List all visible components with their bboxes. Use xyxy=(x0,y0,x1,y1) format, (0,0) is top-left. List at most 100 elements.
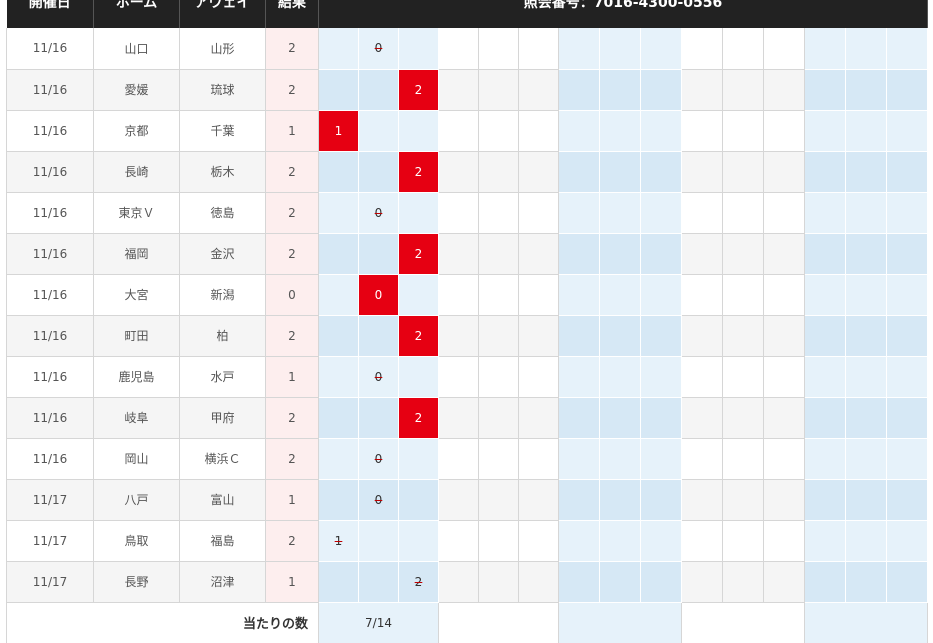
prediction-cell xyxy=(599,151,641,193)
prediction-cell xyxy=(318,274,359,316)
prediction-mark: 2 xyxy=(398,397,439,439)
prediction-cell xyxy=(599,110,641,152)
prediction-cell xyxy=(640,233,682,275)
away-team-cell: 徳島 xyxy=(179,192,266,234)
prediction-cell xyxy=(438,110,479,152)
prediction-cell xyxy=(640,315,682,357)
result-cell: 2 xyxy=(265,397,319,439)
prediction-cell xyxy=(558,479,600,521)
home-team-cell: 京都 xyxy=(93,110,180,152)
prediction-cell xyxy=(640,520,682,562)
prediction-cell xyxy=(478,233,519,275)
prediction-cell xyxy=(886,520,928,562)
away-team-cell: 柏 xyxy=(179,315,266,357)
date-cell: 11/17 xyxy=(6,561,94,603)
date-cell: 11/16 xyxy=(6,356,94,398)
prediction-cell xyxy=(763,479,805,521)
prediction-mark: 0 xyxy=(358,356,399,398)
prediction-cell xyxy=(763,438,805,480)
prediction-cell xyxy=(845,28,887,70)
prediction-cell xyxy=(518,192,559,234)
date-cell: 11/16 xyxy=(6,110,94,152)
prediction-cell xyxy=(558,69,600,111)
date-cell: 11/17 xyxy=(6,479,94,521)
prediction-cell xyxy=(845,233,887,275)
prediction-cell xyxy=(478,397,519,439)
prediction-cell xyxy=(599,438,641,480)
prediction-mark: 2 xyxy=(398,151,439,193)
prediction-cell xyxy=(558,192,600,234)
prediction-cell xyxy=(640,28,682,70)
prediction-cell xyxy=(681,479,723,521)
home-team-cell: 八戸 xyxy=(93,479,180,521)
prediction-cell xyxy=(681,438,723,480)
miss-mark: 2 xyxy=(414,574,423,589)
prediction-cell xyxy=(722,151,764,193)
prediction-cell xyxy=(804,315,846,357)
home-team-cell: 町田 xyxy=(93,315,180,357)
header-result: 結果 xyxy=(265,0,319,28)
header-home: ホーム xyxy=(93,0,180,28)
hits-label: 当たりの数 xyxy=(6,602,319,643)
prediction-cell xyxy=(763,397,805,439)
prediction-cell xyxy=(763,274,805,316)
prediction-cell xyxy=(318,28,359,70)
prediction-cell xyxy=(845,110,887,152)
prediction-cell xyxy=(681,520,723,562)
prediction-cell xyxy=(722,69,764,111)
footer-panel-empty xyxy=(558,602,682,643)
prediction-cell xyxy=(438,274,479,316)
prediction-cell xyxy=(681,28,723,70)
prediction-cell xyxy=(518,356,559,398)
prediction-mark: 2 xyxy=(398,315,439,357)
prediction-cell xyxy=(681,315,723,357)
prediction-cell xyxy=(886,110,928,152)
date-cell: 11/17 xyxy=(6,520,94,562)
prediction-cell xyxy=(722,233,764,275)
prediction-cell xyxy=(478,561,519,603)
header-away: アウェイ xyxy=(179,0,266,28)
prediction-cell xyxy=(681,69,723,111)
prediction-cell xyxy=(478,479,519,521)
prediction-cell xyxy=(763,233,805,275)
home-team-cell: 大宮 xyxy=(93,274,180,316)
prediction-cell xyxy=(478,110,519,152)
table-row: 11/17 八戸 富山 1 0 xyxy=(6,479,928,521)
prediction-cell xyxy=(438,315,479,357)
result-cell: 2 xyxy=(265,28,319,70)
prediction-cell xyxy=(640,438,682,480)
miss-mark: 0 xyxy=(374,205,383,220)
prediction-cell xyxy=(438,69,479,111)
prediction-cell xyxy=(438,356,479,398)
prediction-cell xyxy=(886,561,928,603)
prediction-mark: 1 xyxy=(318,520,359,562)
prediction-cell xyxy=(558,110,600,152)
prediction-cell xyxy=(763,192,805,234)
prediction-cell xyxy=(438,28,479,70)
prediction-cell xyxy=(358,397,399,439)
prediction-cell xyxy=(599,520,641,562)
result-cell: 2 xyxy=(265,192,319,234)
prediction-cell xyxy=(478,274,519,316)
prediction-cell xyxy=(804,438,846,480)
prediction-cell xyxy=(886,192,928,234)
prediction-cell xyxy=(518,438,559,480)
prediction-cell xyxy=(518,69,559,111)
prediction-cell xyxy=(518,315,559,357)
prediction-cell xyxy=(358,110,399,152)
prediction-cell xyxy=(722,520,764,562)
home-team-cell: 鹿児島 xyxy=(93,356,180,398)
prediction-cell xyxy=(845,69,887,111)
date-cell: 11/16 xyxy=(6,397,94,439)
prediction-cell xyxy=(804,356,846,398)
prediction-cell xyxy=(763,110,805,152)
prediction-cell xyxy=(398,520,439,562)
result-cell: 1 xyxy=(265,479,319,521)
date-cell: 11/16 xyxy=(6,28,94,70)
prediction-cell xyxy=(763,356,805,398)
table-row: 11/17 鳥取 福島 2 1 xyxy=(6,520,928,562)
date-cell: 11/16 xyxy=(6,192,94,234)
prediction-cell xyxy=(681,397,723,439)
hit-mark: 2 xyxy=(414,410,423,425)
prediction-mark: 0 xyxy=(358,438,399,480)
